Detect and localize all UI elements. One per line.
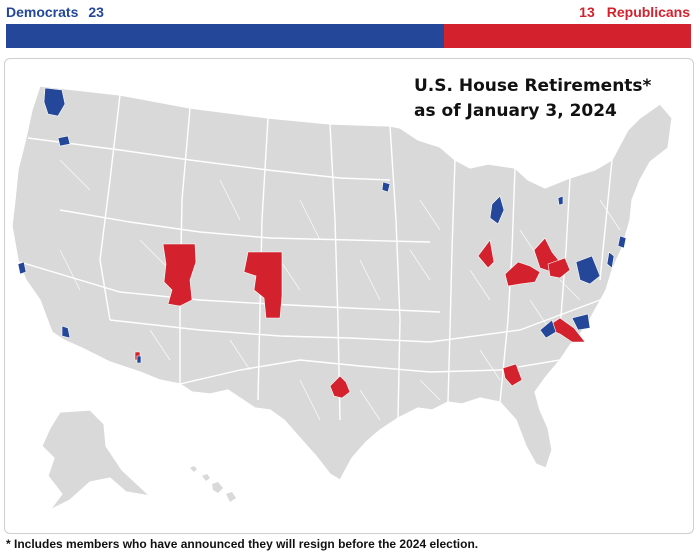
democrats-count: 23 bbox=[88, 4, 104, 20]
republican-retirement-districts bbox=[134, 237, 586, 399]
district-north-carolina-dem bbox=[539, 319, 557, 339]
district-georgia-rep bbox=[502, 363, 523, 387]
footnote: * Includes members who have announced th… bbox=[6, 537, 479, 551]
district-ohio-dem bbox=[557, 195, 564, 206]
map-title: U.S. House Retirements* as of January 3,… bbox=[414, 74, 651, 124]
district-california-dem-1 bbox=[17, 261, 27, 275]
party-count-header: Democrats 23 13 Republicans bbox=[6, 4, 690, 22]
district-utah-rep bbox=[162, 243, 197, 307]
district-virginia-rep bbox=[547, 257, 571, 279]
district-colorado-rep bbox=[243, 251, 283, 319]
district-california-dem-2 bbox=[61, 325, 71, 339]
continental-us-shape bbox=[11, 85, 673, 481]
district-washington-dem-1 bbox=[43, 87, 66, 117]
republicans-bar-segment bbox=[443, 24, 691, 48]
democrats-tally: Democrats 23 bbox=[6, 4, 104, 20]
district-virginia-dem bbox=[571, 313, 591, 331]
democrats-bar-segment bbox=[6, 24, 444, 48]
district-kentucky-rep bbox=[504, 261, 541, 287]
alaska-shape bbox=[41, 409, 152, 511]
district-maryland-dem bbox=[575, 255, 601, 285]
district-minnesota-dem bbox=[381, 181, 391, 193]
district-texas-rep bbox=[329, 375, 351, 399]
district-border-lines bbox=[59, 159, 621, 421]
district-new-jersey-dem bbox=[617, 235, 627, 249]
district-north-carolina-rep bbox=[544, 317, 586, 343]
map-title-line2: as of January 3, 2024 bbox=[414, 101, 617, 121]
democrats-label: Democrats bbox=[6, 4, 79, 20]
hawaii-shape bbox=[190, 466, 236, 502]
republicans-label: Republicans bbox=[606, 4, 690, 20]
district-indiana-rep bbox=[477, 239, 495, 269]
map-title-line1: U.S. House Retirements* bbox=[414, 76, 652, 96]
republicans-tally: 13 Republicans bbox=[579, 4, 690, 20]
district-michigan-dem bbox=[489, 195, 505, 225]
republicans-count: 13 bbox=[579, 4, 595, 20]
district-delaware-dem bbox=[606, 251, 615, 269]
party-share-bar bbox=[6, 24, 691, 48]
district-washington-dem-2 bbox=[57, 135, 71, 147]
district-arizona-dem bbox=[136, 355, 142, 364]
democratic-retirement-districts bbox=[17, 87, 627, 364]
